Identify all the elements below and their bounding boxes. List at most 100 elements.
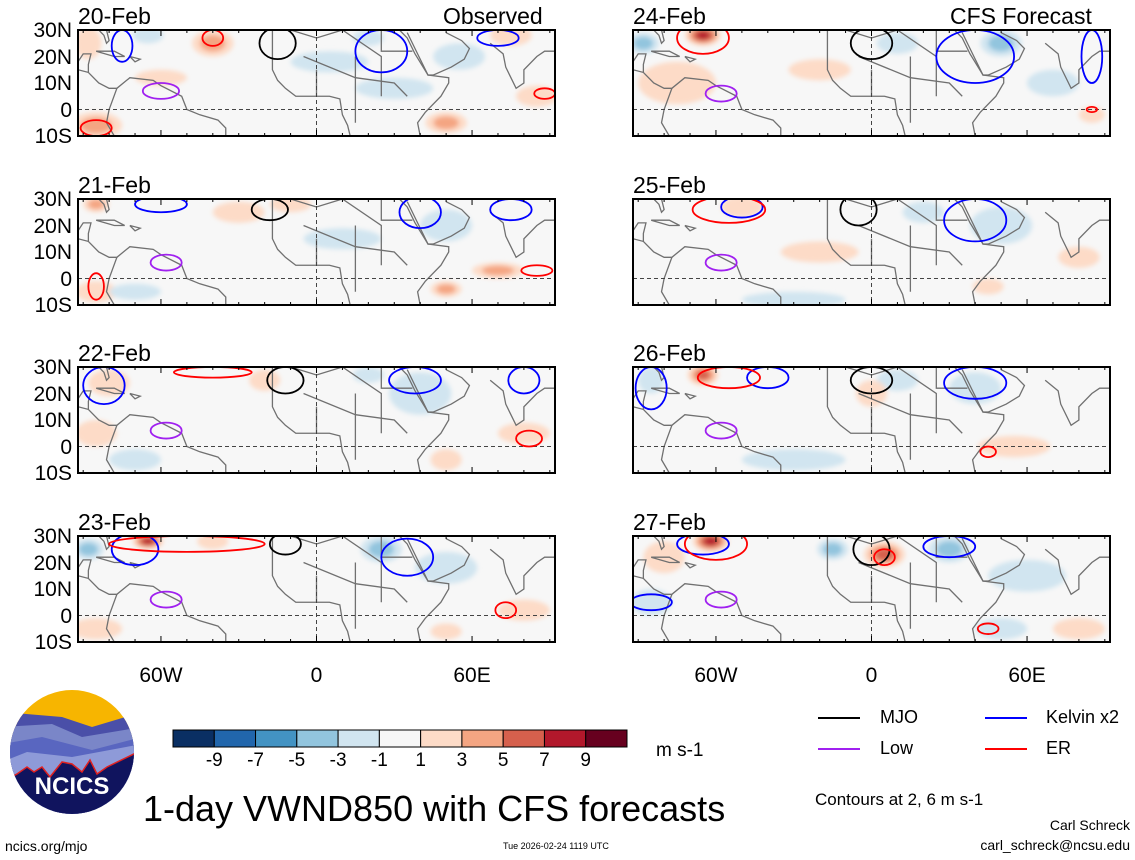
coastline [660, 594, 673, 642]
anomaly-blob [780, 241, 859, 263]
coastline [953, 367, 1005, 473]
website-link[interactable]: ncics.org/mjo [5, 838, 88, 854]
anomaly-blob [197, 536, 229, 550]
coastline [660, 88, 673, 136]
kelvin-contour [82, 367, 126, 405]
colorbar-label: -5 [288, 750, 306, 771]
anomaly-blob [949, 372, 1002, 405]
low-contour [149, 253, 183, 272]
coastline [633, 53, 647, 73]
coastline [78, 390, 92, 410]
coastline [105, 594, 118, 642]
author-email[interactable]: carl_schreck@ncsu.edu [980, 837, 1130, 853]
anomaly-blob [415, 551, 478, 584]
coastline [95, 387, 125, 395]
legend-low-line [818, 748, 860, 750]
colorbar-swatch [296, 729, 339, 748]
lat-label: 10S [34, 631, 72, 654]
coastline [653, 536, 665, 551]
coastline [1044, 379, 1110, 427]
mjo-contour [839, 199, 878, 227]
coastline [78, 406, 227, 473]
colorbar-label: -9 [205, 750, 223, 771]
logo-text: NCICS [35, 773, 110, 800]
coastline [897, 536, 937, 603]
coastline [342, 199, 382, 266]
low-contour [704, 421, 738, 440]
low-contour [149, 421, 183, 440]
er-contour [79, 119, 113, 136]
coastline [105, 88, 118, 136]
coastline [95, 50, 125, 58]
colorbar-swatch [543, 729, 587, 748]
panel-date: 22-Feb [78, 340, 151, 366]
kelvin-contour [110, 536, 160, 567]
mjo-contour [852, 536, 891, 567]
anomaly-blob [436, 284, 456, 294]
coastline [129, 55, 143, 63]
er-contour [494, 601, 518, 620]
lat-label: 30N [33, 356, 72, 379]
coastline [78, 575, 227, 642]
anomaly-blob [290, 51, 369, 73]
coastline [303, 224, 408, 266]
coastline [650, 556, 680, 564]
colorbar-label: -1 [370, 750, 388, 771]
legend-kelvin-line [985, 717, 1027, 719]
anomaly-blob [490, 30, 532, 46]
coastline [98, 199, 110, 214]
kelvin-contour [943, 367, 1008, 400]
low-contour [141, 82, 181, 100]
anomaly-blob [988, 559, 1066, 592]
anomaly-blob [78, 420, 117, 447]
figure-title: 1-day VWND850 with CFS forecasts [143, 788, 726, 829]
colorbar-swatch [255, 729, 298, 748]
anomaly-blob [823, 542, 843, 556]
coastline [684, 561, 698, 569]
mjo-contour [266, 367, 305, 395]
anomaly-blob [988, 35, 1014, 52]
anomaly-blob [696, 370, 710, 380]
anomaly-blob [876, 32, 919, 54]
lon-label: 60W [139, 664, 183, 687]
anomaly-blob [78, 30, 102, 60]
er-contour [201, 30, 225, 47]
map-panel-24-Feb [632, 29, 1111, 137]
coastline [342, 536, 382, 603]
anomaly-blob [975, 618, 1028, 640]
er-contour [873, 548, 896, 567]
anomaly-blob [212, 201, 265, 223]
panel-date: 24-Feb [633, 3, 706, 29]
anomaly-blob [78, 618, 123, 640]
colorbar-label: 9 [580, 750, 591, 771]
anomaly-blob [433, 116, 459, 130]
anomaly-blob [88, 199, 105, 210]
kelvin-contour [634, 367, 668, 411]
lat-label: 0 [60, 267, 72, 291]
coastline [105, 257, 118, 305]
coastline [858, 224, 963, 266]
lat-label: 0 [60, 98, 72, 122]
kelvin-contour [134, 199, 188, 214]
coastline [271, 536, 351, 642]
mjo-contour [268, 536, 302, 556]
coastline [78, 559, 92, 579]
anomaly-blob [741, 291, 846, 305]
anomaly-blob [109, 283, 161, 300]
panel-date: 26-Feb [633, 340, 706, 366]
er-contour [676, 30, 730, 55]
coastline [653, 30, 665, 45]
lon-label: 60E [1008, 664, 1046, 687]
coastline [271, 30, 351, 136]
coastline [826, 30, 906, 136]
coastline [633, 69, 782, 136]
colorbar-swatch [502, 729, 545, 748]
colorbar-swatch [461, 729, 504, 748]
anomaly-blob [721, 199, 763, 218]
anomaly-blob [970, 206, 1033, 245]
lon-label: 60W [694, 664, 738, 687]
map-panel-25-Feb [632, 198, 1111, 306]
timestamp: Tue 2026-02-24 1119 UTC [503, 841, 609, 851]
mjo-contour [849, 30, 894, 61]
anomaly-blob [704, 537, 718, 545]
